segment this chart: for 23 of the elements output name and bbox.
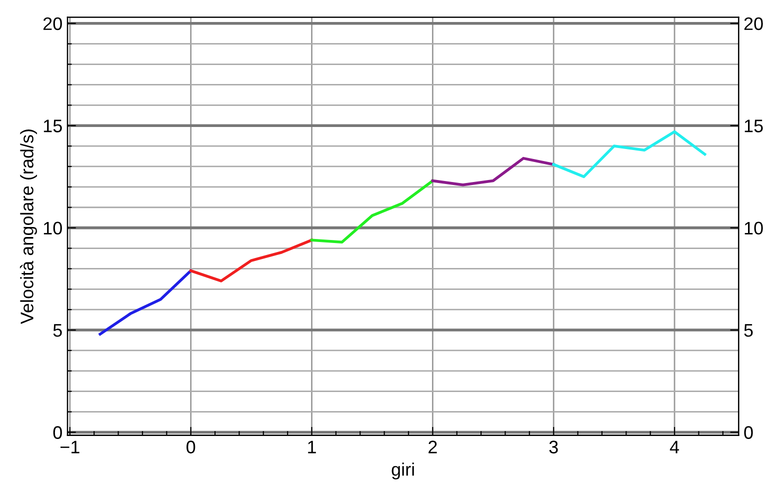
y-tick-label: 10 bbox=[44, 222, 62, 235]
line-series bbox=[98, 269, 192, 336]
y-tick-label: 5 bbox=[53, 324, 62, 337]
y2-tick-label: 20 bbox=[744, 17, 763, 30]
y-tick-label: 20 bbox=[43, 17, 62, 30]
y2-tick-label: 0 bbox=[744, 426, 753, 439]
line-series bbox=[189, 238, 314, 282]
x-tick-label: 4 bbox=[670, 440, 680, 454]
x-tick-label: 2 bbox=[428, 440, 437, 454]
x-tick-label: 0 bbox=[186, 440, 196, 454]
y2-tick-label: 10 bbox=[744, 222, 763, 235]
line-series bbox=[431, 156, 555, 186]
x-tick-label: −1 bbox=[60, 440, 80, 454]
x-axis-title: giri bbox=[392, 462, 414, 480]
y-tick-label: 0 bbox=[53, 426, 62, 439]
y2-tick-label: 15 bbox=[744, 120, 763, 132]
y2-tick-label: 5 bbox=[744, 324, 753, 337]
x-tick-label: 1 bbox=[308, 440, 316, 454]
y-tick-label: 15 bbox=[44, 120, 62, 132]
line-series bbox=[552, 130, 706, 178]
y-axis-title: Velocità angolare (rad/s) bbox=[20, 130, 37, 324]
line-series bbox=[310, 179, 434, 244]
x-tick-label: 3 bbox=[549, 440, 558, 454]
